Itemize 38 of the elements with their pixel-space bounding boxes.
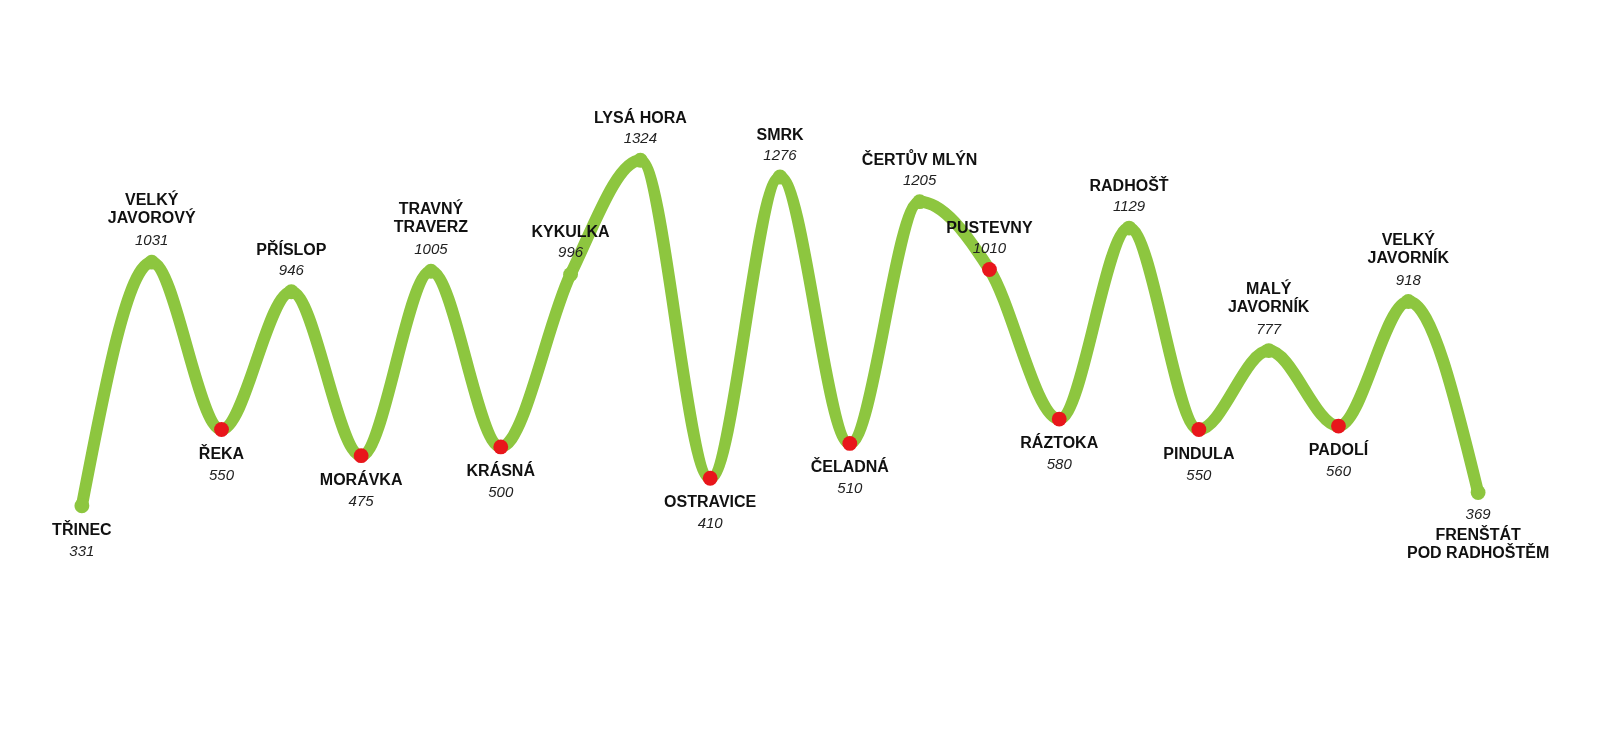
x-tick-label: ČELADNÁ — [810, 457, 890, 476]
data-label: 560 — [1325, 462, 1352, 480]
data-label: 580 — [1046, 455, 1073, 473]
x-tick-label: PINDULA — [1163, 444, 1235, 462]
data-label: 1129 — [1112, 197, 1146, 215]
x-tick-label: LYSÁ HORA — [593, 108, 688, 127]
data-label: 475 — [348, 491, 375, 509]
x-tick-label: TŘINEC — [52, 519, 113, 538]
x-tick-label: ČERTŮV MLÝN — [861, 148, 978, 168]
data-label: 1324 — [623, 129, 658, 147]
x-tick-label: MALÝ JAVORNÍK — [1227, 278, 1310, 315]
x-tick-label: VELKÝ JAVOROVÝ — [107, 190, 196, 227]
data-label: 777 — [1256, 319, 1282, 337]
x-tick-label: RÁZTOKA — [1020, 433, 1099, 452]
x-tick-label: TRAVNÝ TRAVERZ — [393, 199, 469, 236]
x-tick-label: ŘEKA — [198, 443, 245, 462]
data-label: 500 — [488, 482, 514, 500]
x-tick-label: RADHOŠŤ — [1089, 176, 1169, 195]
x-tick-label: KRÁSNÁ — [466, 460, 536, 479]
data-label: 410 — [697, 514, 724, 532]
data-label: 1205 — [902, 170, 937, 188]
data-label: 550 — [208, 465, 235, 483]
data-label: 510 — [837, 479, 863, 497]
x-tick-label: MORÁVKA — [319, 469, 403, 488]
data-label: 946 — [278, 260, 305, 278]
data-label: 1276 — [763, 145, 798, 163]
x-tick-label: PADOLÍ — [1308, 440, 1369, 459]
x-tick-label: PŘÍSLOP — [256, 239, 327, 258]
data-label: 1031 — [135, 231, 169, 249]
data-label: 1005 — [414, 240, 449, 258]
data-label: 550 — [1186, 465, 1213, 483]
x-tick-label: VELKÝ JAVORNÍK — [1367, 229, 1450, 266]
data-label: 369 — [1465, 504, 1492, 522]
x-tick-label: FRENŠTÁT POD RADHOŠTĚM — [1407, 524, 1550, 561]
data-label: 918 — [1395, 270, 1422, 288]
x-tick-label: OSTRAVICE — [664, 493, 757, 511]
x-tick-label: SMRK — [756, 125, 804, 143]
data-label: 331 — [69, 541, 95, 559]
